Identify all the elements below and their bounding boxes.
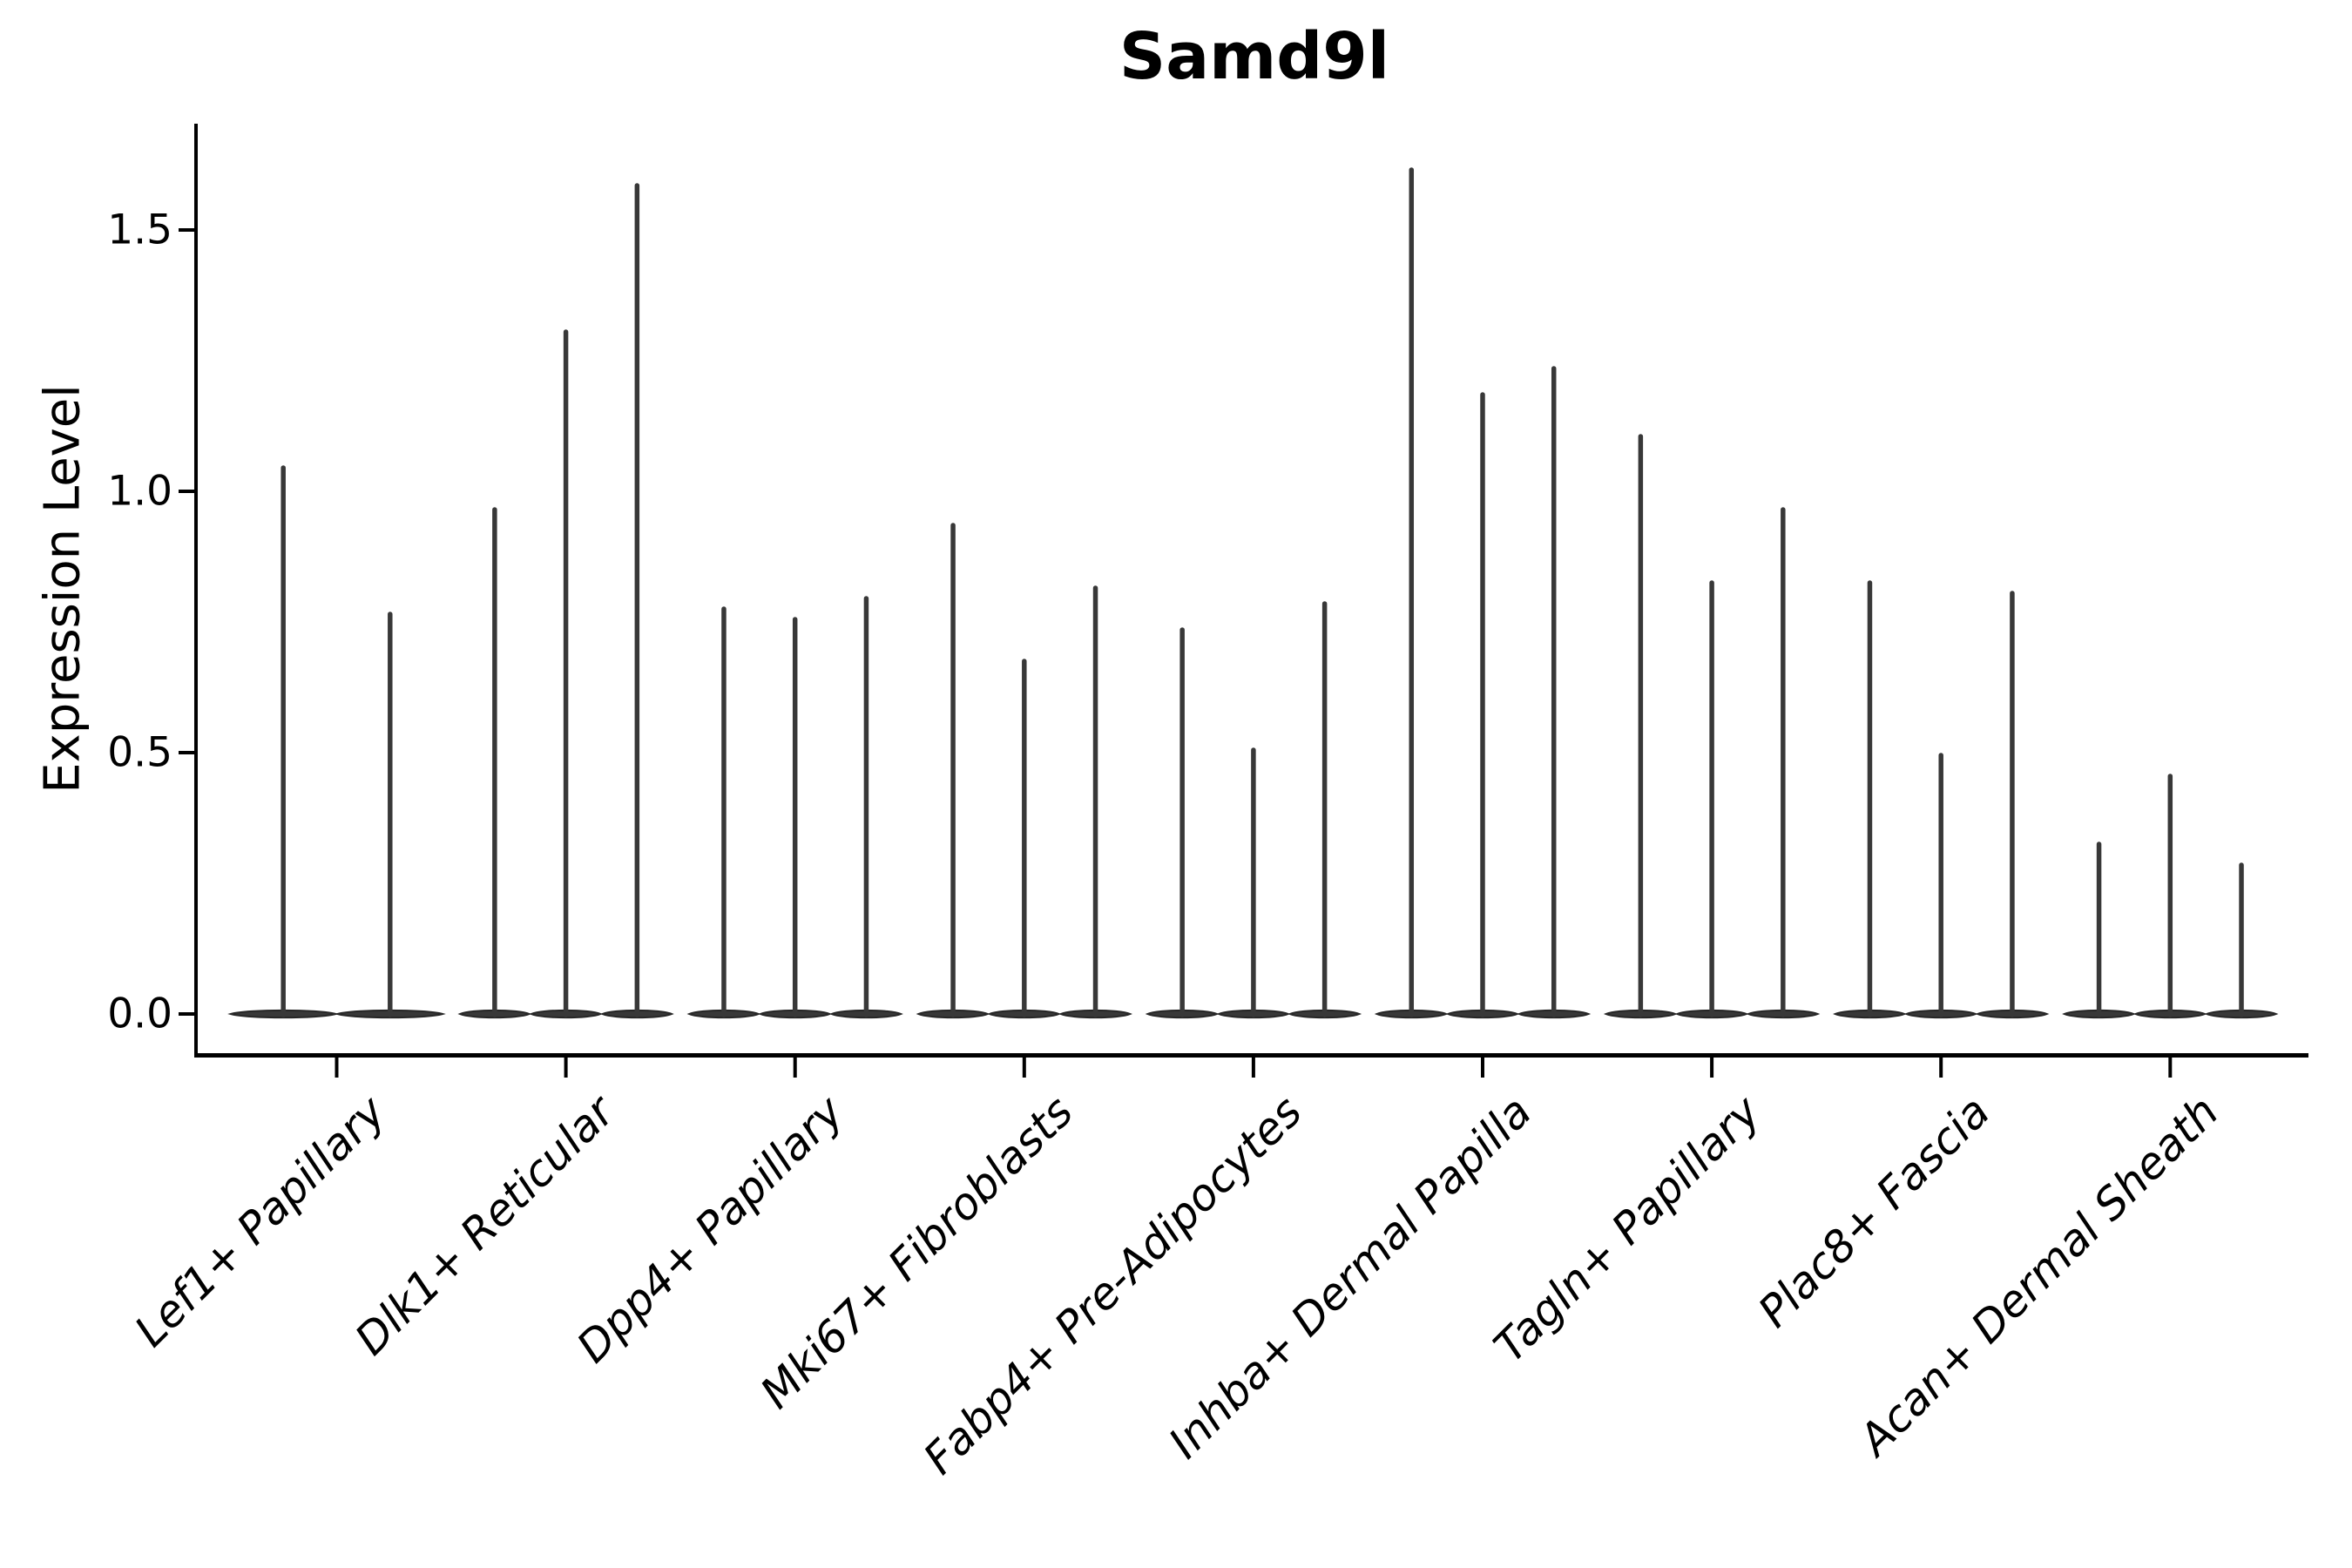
x-tick-mark xyxy=(1481,1058,1484,1078)
y-axis-spine xyxy=(194,124,198,1058)
x-tick-mark xyxy=(1939,1058,1943,1078)
y-tick-mark xyxy=(179,490,194,493)
x-tick-mark xyxy=(1022,1058,1026,1078)
x-tick-mark xyxy=(1710,1058,1714,1078)
x-tick-mark xyxy=(335,1058,339,1078)
y-tick-label: 0.0 xyxy=(107,990,172,1038)
plot-title: Samd9l xyxy=(1119,19,1390,94)
x-axis-spine xyxy=(194,1053,2308,1058)
y-tick-label: 1.0 xyxy=(107,467,172,516)
x-tick-mark xyxy=(2168,1058,2173,1078)
y-tick-mark xyxy=(179,228,194,232)
y-tick-label: 1.5 xyxy=(107,206,172,254)
y-tick-label: 0.5 xyxy=(107,728,172,777)
y-tick-mark xyxy=(179,751,194,754)
x-tick-mark xyxy=(793,1058,797,1078)
x-tick-mark xyxy=(1251,1058,1255,1078)
x-tick-mark xyxy=(564,1058,568,1078)
y-tick-mark xyxy=(179,1012,194,1016)
